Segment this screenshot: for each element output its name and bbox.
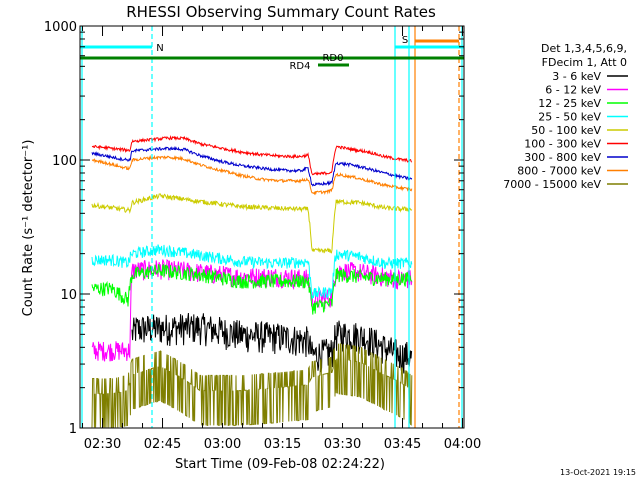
legend-entry-label: 800 - 7000 keV <box>517 165 601 178</box>
legend-header-line: FDecim 1, Att 0 <box>542 56 627 69</box>
x-tick-label: 03:15 <box>264 437 301 452</box>
legend-entry-label: 100 - 300 keV <box>524 138 601 151</box>
legend: Det 1,3,4,5,6,9,FDecim 1, Att 03 - 6 keV… <box>503 42 628 191</box>
series-line-8 <box>91 343 413 428</box>
timestamp-annotation: 13-Oct-2021 19:15 <box>560 468 636 477</box>
bar-label-n: N <box>156 43 163 54</box>
y-tick-label: 1 <box>69 422 77 437</box>
series-line-1 <box>91 259 413 362</box>
series-line-6 <box>91 145 413 187</box>
bar-label-s: S <box>402 35 408 46</box>
legend-entry-label: 25 - 50 keV <box>538 111 601 124</box>
legend-entry-label: 3 - 6 keV <box>552 70 601 83</box>
legend-header-line: Det 1,3,4,5,6,9, <box>541 42 627 55</box>
legend-entry-label: 6 - 12 keV <box>545 84 601 97</box>
x-axis-label: Start Time (09-Feb-08 02:24:22) <box>175 457 385 472</box>
bar-label-rd4: RD4 <box>289 61 310 72</box>
series-line-3 <box>91 244 413 299</box>
x-tick-label: 03:30 <box>324 437 361 452</box>
y-tick-label: 1000 <box>44 20 77 35</box>
y-tick-label: 10 <box>60 288 77 303</box>
x-tick-label: 04:00 <box>444 437 481 452</box>
legend-entry-label: 50 - 100 keV <box>531 124 601 137</box>
x-tick-label: 02:30 <box>84 437 121 452</box>
x-tick-label: 03:45 <box>384 437 421 452</box>
series-line-2 <box>91 263 413 315</box>
bar-label-rd0: RD0 <box>322 53 343 64</box>
legend-entry-label: 12 - 25 keV <box>538 97 601 110</box>
legend-entry-label: 7000 - 15000 keV <box>503 178 601 191</box>
series-line-5 <box>91 134 413 176</box>
series-line-4 <box>91 193 413 254</box>
x-tick-label: 03:00 <box>204 437 241 452</box>
y-axis-label: Count Rate (s⁻¹ detector⁻¹) <box>21 140 36 317</box>
x-tick-label: 02:45 <box>144 437 181 452</box>
chart-title: RHESSI Observing Summary Count Rates <box>126 3 436 21</box>
y-tick-label: 100 <box>52 154 77 169</box>
legend-entry-label: 300 - 800 keV <box>524 151 601 164</box>
plot-frame <box>79 25 465 429</box>
series-line-7 <box>91 154 413 196</box>
